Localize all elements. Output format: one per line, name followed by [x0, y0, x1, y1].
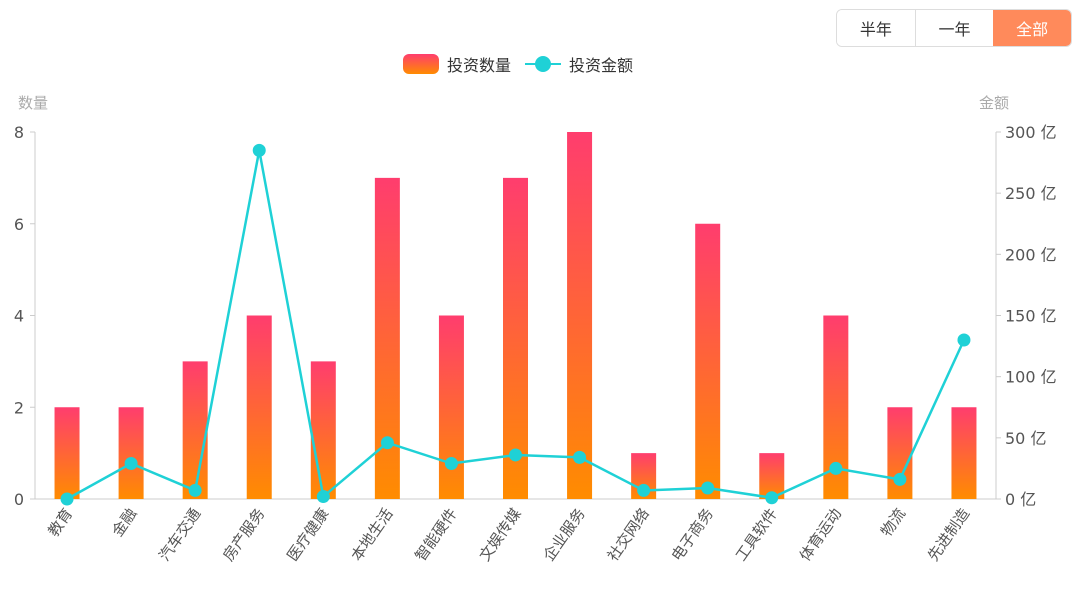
line-point: [380, 436, 394, 450]
range-half-year-button[interactable]: 半年: [837, 10, 915, 46]
line-point: [765, 491, 779, 505]
line-point: [124, 457, 138, 471]
right-tick-label: 300 亿: [1005, 123, 1057, 142]
line-point: [252, 143, 266, 157]
right-tick-label: 150 亿: [1005, 307, 1057, 326]
bar: [503, 177, 528, 499]
x-tick-label: 体育运动: [796, 505, 845, 564]
line-series: [60, 143, 971, 506]
right-tick-label: 250 亿: [1005, 184, 1057, 203]
range-all-button[interactable]: 全部: [993, 10, 1071, 46]
x-tick-label: 工具软件: [732, 505, 781, 564]
legend-item-count[interactable]: 投资数量: [403, 52, 511, 76]
bar: [310, 361, 336, 499]
x-tick-label: 社交网络: [604, 505, 653, 564]
x-tick-label: 物流: [877, 505, 909, 540]
x-tick-label: 智能硬件: [412, 505, 461, 564]
legend-count-label: 投资数量: [447, 56, 512, 75]
bar: [246, 315, 272, 499]
bar-series: [54, 132, 977, 499]
x-tick-label: 先进制造: [924, 505, 973, 564]
right-tick-label: 200 亿: [1005, 245, 1057, 264]
right-tick-label: 100 亿: [1005, 368, 1057, 387]
line-point: [509, 448, 522, 462]
time-range-selector: 半年 一年 全部: [836, 9, 1072, 47]
right-tick-label: 0 亿: [1005, 490, 1036, 509]
bar: [695, 223, 721, 499]
line-swatch-icon: [525, 54, 562, 74]
line-point: [957, 333, 971, 347]
bar: [438, 315, 464, 499]
bar: [54, 407, 80, 499]
line-point: [637, 483, 651, 497]
bar: [118, 407, 144, 499]
x-tick-label: 教育: [44, 505, 76, 540]
x-tick-label: 房产服务: [219, 505, 268, 564]
x-tick-label: 金融: [108, 505, 140, 540]
x-tick-label: 汽车交通: [155, 505, 204, 564]
line-point: [60, 492, 74, 506]
left-tick-label: 0: [14, 490, 24, 509]
left-tick-label: 2: [14, 398, 24, 417]
left-tick-label: 8: [14, 123, 24, 142]
legend-amount-label: 投资金额: [569, 56, 634, 75]
line-point: [316, 490, 330, 504]
left-tick-label: 6: [14, 215, 24, 234]
bar: [951, 407, 977, 499]
range-one-year-button[interactable]: 一年: [914, 10, 994, 46]
bar-swatch-icon: [403, 54, 439, 74]
right-tick-label: 50 亿: [1005, 429, 1046, 448]
chart-legend: 投资数量 投资金额: [403, 52, 633, 76]
x-tick-label: 本地生活: [347, 505, 396, 564]
line-point: [188, 483, 202, 497]
left-axis-title: 数量: [18, 94, 49, 112]
x-tick-label: 医疗健康: [283, 505, 332, 564]
legend-item-amount[interactable]: 投资金额: [525, 52, 633, 76]
right-axis-title: 金额: [979, 94, 1010, 112]
bar: [182, 361, 208, 499]
x-tick-label: 文娱传媒: [476, 505, 525, 564]
bar: [567, 132, 593, 499]
line-point: [444, 457, 458, 471]
line-point: [829, 461, 843, 475]
x-tick-label: 电子商务: [668, 505, 717, 564]
line-point: [573, 450, 587, 464]
x-tick-label: 企业服务: [540, 505, 589, 564]
line-point: [893, 472, 907, 486]
left-tick-label: 4: [14, 307, 24, 326]
line-point: [701, 481, 715, 495]
